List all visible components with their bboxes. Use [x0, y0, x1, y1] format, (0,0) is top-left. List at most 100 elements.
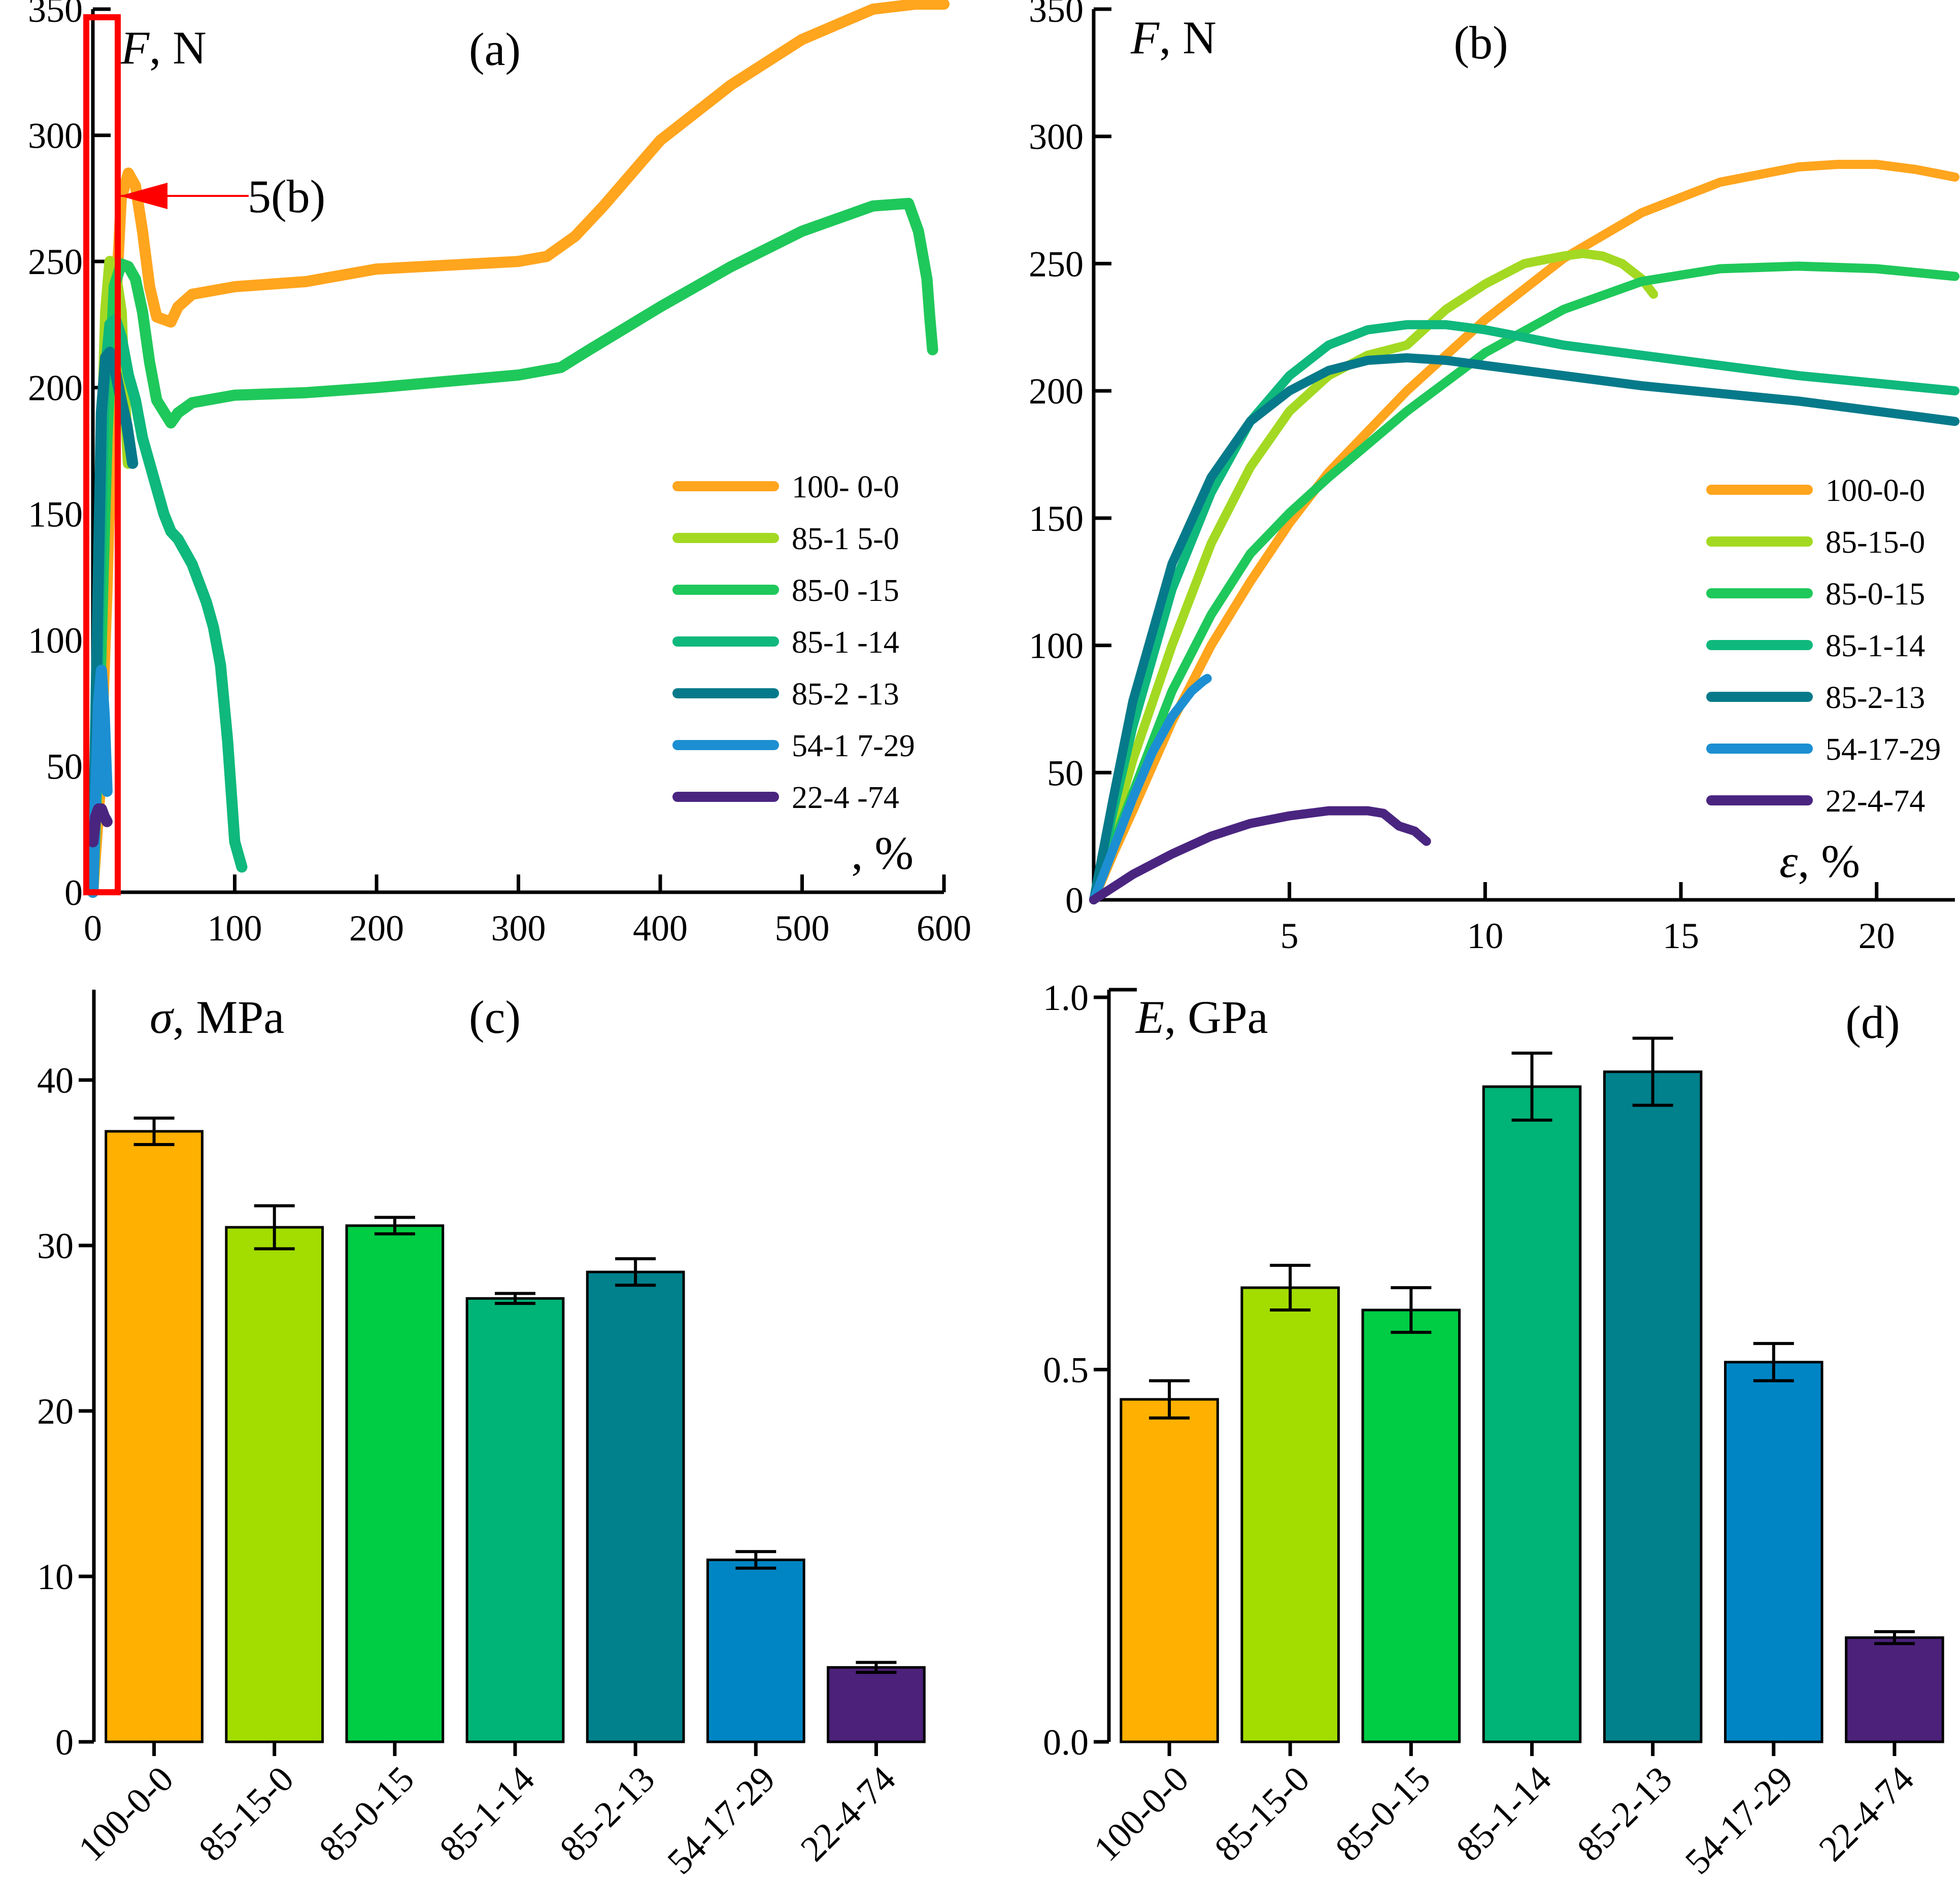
x-tick-label: 22-4-74	[793, 1759, 903, 1869]
bar-85-1-14	[465, 1297, 565, 1743]
legend-label: 85-0-15	[1826, 577, 1925, 612]
y-axis-unit: , N	[1159, 12, 1216, 63]
bar-85-15-0	[225, 1226, 324, 1743]
chart-d: 0.0 0.5 1.0 100-0-0 85-15-0 85-0-15 85-1-14 85-…	[1043, 978, 1944, 1882]
series-line-85-0-15	[1089, 261, 1959, 904]
x-tick-label: 0	[84, 908, 102, 949]
zoom-highlight-box	[83, 14, 121, 895]
legend-label: 85-1 -14	[792, 625, 899, 660]
legend-label: 85-15-0	[1826, 525, 1925, 560]
series-line-85-2-13	[87, 347, 139, 898]
bar-54-17-29	[706, 1558, 805, 1743]
legend-label: 54-17-29	[1826, 732, 1941, 767]
panel-label: (c)	[469, 991, 521, 1043]
y-tick-label: 250	[1029, 244, 1084, 284]
series-line-85-15-0	[1089, 249, 1659, 904]
x-tick-label: 85-2-13	[552, 1759, 663, 1869]
legend-label: 85-0 -15	[792, 574, 899, 608]
chart-b: 0 50 100 150 200 250 300 350 5 10 15 20 F, N (b) 100-0…	[1029, 0, 1959, 956]
x-tick-label: 85-15-0	[1207, 1759, 1317, 1869]
y-tick-label: 0.5	[1043, 1350, 1089, 1391]
x-tick-label: 85-1-14	[432, 1759, 543, 1869]
legend-label: 100- 0-0	[792, 470, 899, 504]
y-tick-label: 0	[1065, 880, 1084, 921]
panel-label: (a)	[469, 23, 521, 75]
y-tick-label: 1.0	[1043, 978, 1089, 1018]
y-tick-label: 250	[28, 242, 83, 282]
x-tick-label: 85-2-13	[1569, 1759, 1680, 1869]
y-tick-label: 350	[1029, 0, 1084, 30]
panel-label: (d)	[1845, 996, 1900, 1048]
x-tick-label: 15	[1663, 916, 1699, 956]
bar-100-0-0	[1120, 1398, 1219, 1743]
y-tick-label: 0	[64, 872, 83, 913]
y-tick-label: 200	[28, 368, 83, 409]
x-tick-label: 200	[349, 908, 404, 949]
y-tick-label: 50	[46, 746, 83, 787]
series-line-85-0-15	[87, 197, 938, 898]
y-tick-label: 350	[28, 0, 83, 30]
panel-label: (b)	[1454, 17, 1508, 69]
y-axis-var: σ	[150, 991, 175, 1043]
x-tick-label: 85-0-15	[1328, 1759, 1438, 1869]
x-tick-label: 5	[1280, 916, 1299, 956]
y-tick-label: 40	[37, 1060, 74, 1101]
legend-label: 85-2-13	[1826, 681, 1925, 715]
legend-label: 100-0-0	[1826, 474, 1925, 508]
bar-85-1-14	[1482, 1085, 1582, 1743]
series-line-85-1-14	[1089, 320, 1959, 904]
series-line-54-17-29	[1089, 673, 1212, 904]
y-tick-label: 30	[37, 1226, 74, 1266]
x-tick-label: 22-4-74	[1811, 1759, 1921, 1869]
y-tick-label: 100	[1029, 626, 1084, 666]
x-tick-label: 54-17-29	[1677, 1759, 1801, 1882]
bar-85-0-15	[345, 1224, 445, 1743]
x-tick-label: 300	[491, 908, 546, 949]
y-axis-var: F	[120, 22, 150, 74]
y-axis-label: F, N	[120, 22, 207, 74]
y-axis-label: F, N	[1130, 12, 1216, 63]
y-tick-label: 150	[1029, 498, 1084, 539]
series-line-22-4-74	[1089, 806, 1431, 904]
x-tick-label: 100	[208, 908, 262, 949]
y-axis-label: E, GPa	[1135, 991, 1268, 1043]
x-tick-label: 500	[775, 908, 830, 949]
y-tick-label: 100	[28, 620, 83, 661]
legend-label: 85-1-14	[1826, 629, 1925, 663]
bar-85-2-13	[1603, 1070, 1703, 1743]
x-axis-unit: , %	[1798, 835, 1860, 887]
y-axis-label: σ, MPa	[150, 991, 284, 1043]
x-tick-label: 400	[633, 908, 688, 949]
series-line-85-1-14	[87, 314, 248, 898]
x-tick-label: 85-0-15	[311, 1759, 422, 1869]
x-axis-var: ε	[1779, 835, 1798, 887]
annotation-arrow-head	[120, 183, 167, 209]
bar-85-15-0	[1240, 1286, 1340, 1743]
bar-85-0-15	[1361, 1308, 1461, 1743]
y-tick-label: 300	[28, 116, 83, 156]
y-axis-var: F	[1130, 12, 1160, 63]
y-axis-unit: , MPa	[173, 991, 284, 1043]
series-line-85-2-13	[1089, 353, 1959, 904]
y-tick-label: 150	[28, 494, 83, 534]
x-axis-label: , %	[851, 827, 914, 879]
y-axis-unit: , N	[149, 22, 206, 74]
bar-22-4-74	[1845, 1636, 1944, 1743]
y-axis-unit: , GPa	[1164, 991, 1268, 1043]
y-tick-label: 0.0	[1043, 1722, 1089, 1763]
x-tick-label: 20	[1858, 916, 1895, 956]
bar-22-4-74	[827, 1666, 926, 1743]
series-line-100-0-0	[87, 0, 950, 898]
y-tick-label: 50	[1047, 753, 1084, 793]
legend-label: 22-4-74	[1826, 784, 1925, 819]
bar-100-0-0	[105, 1130, 204, 1743]
x-tick-label: 54-17-29	[659, 1759, 783, 1882]
legend-label: 54-1 7-29	[792, 729, 915, 763]
y-tick-label: 200	[1029, 371, 1084, 412]
y-axis-var: E	[1135, 991, 1164, 1043]
bar-85-2-13	[586, 1270, 685, 1743]
x-tick-label: 100-0-0	[1086, 1759, 1197, 1869]
x-tick-label: 85-15-0	[191, 1759, 301, 1869]
x-axis-label: ε, %	[1779, 835, 1860, 887]
legend-label: 85-2 -13	[792, 677, 899, 712]
